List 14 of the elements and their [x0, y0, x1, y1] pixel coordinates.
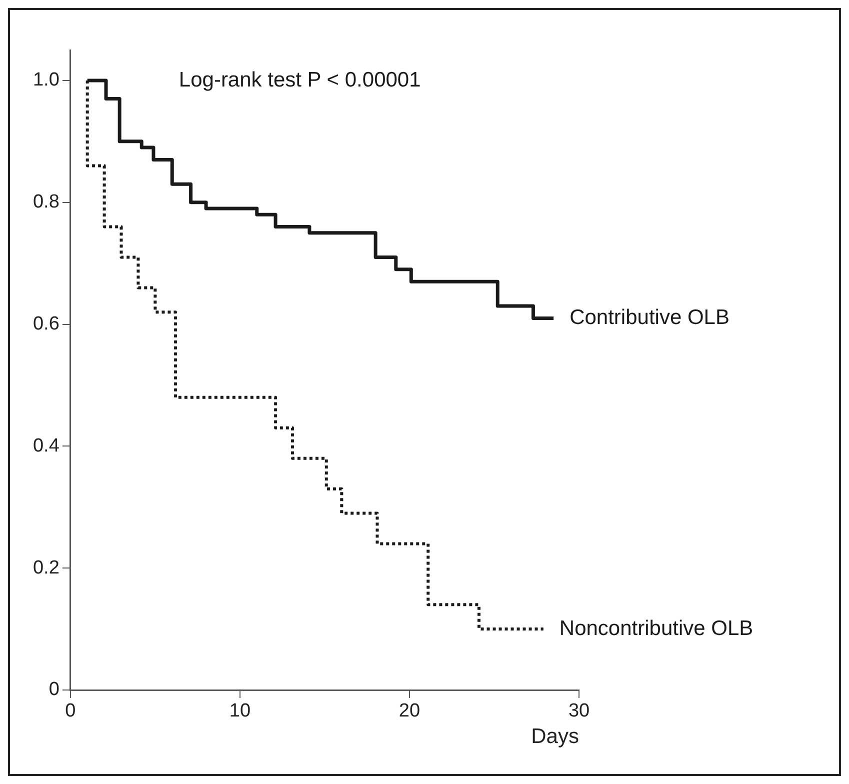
- y-tick-label: 0: [48, 679, 60, 700]
- series-label: Contributive OLB: [570, 306, 730, 329]
- x-tick-label: 10: [229, 700, 251, 722]
- y-tick-label: 1.0: [32, 70, 60, 91]
- y-tick-label: 0.8: [32, 192, 60, 213]
- x-axis-title: Days: [531, 725, 579, 748]
- y-tick-label: 0.2: [32, 557, 60, 578]
- annotation: Log-rank test P < 0.00001: [178, 68, 421, 92]
- y-tick-label: 0.4: [32, 435, 60, 456]
- series-label: Noncontributive OLB: [559, 616, 754, 640]
- y-tick-label: 0.6: [32, 314, 60, 335]
- x-tick-label: 0: [65, 700, 76, 722]
- x-tick-label: 20: [398, 700, 420, 722]
- x-tick-label: 30: [568, 700, 590, 722]
